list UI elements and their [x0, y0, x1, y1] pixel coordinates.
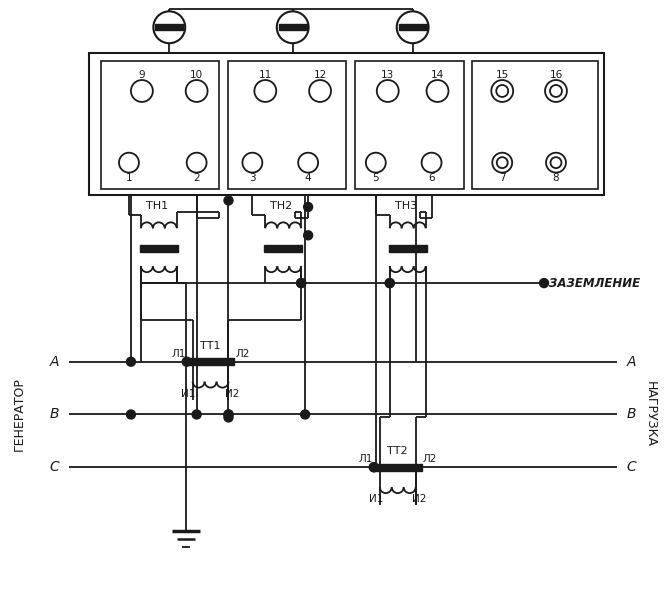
Text: Л1: Л1 [358, 455, 373, 464]
Circle shape [539, 279, 549, 288]
Text: 6: 6 [428, 173, 435, 182]
Bar [265, 245, 302, 252]
Circle shape [545, 80, 567, 102]
Circle shape [153, 11, 185, 43]
Text: A: A [50, 355, 59, 368]
Circle shape [366, 153, 386, 173]
Circle shape [187, 153, 206, 173]
Text: Л2: Л2 [423, 455, 437, 464]
Circle shape [491, 80, 513, 102]
Text: И2: И2 [413, 494, 427, 504]
Bar [101, 61, 218, 188]
Circle shape [397, 11, 429, 43]
Text: ТН1: ТН1 [146, 202, 168, 211]
Circle shape [297, 279, 306, 288]
Text: 2: 2 [194, 173, 200, 182]
Text: ЗАЗЕМЛЕНИЕ: ЗАЗЕМЛЕНИЕ [549, 276, 640, 290]
Circle shape [297, 279, 306, 288]
Text: Л2: Л2 [235, 349, 250, 359]
Text: 8: 8 [553, 173, 559, 182]
Circle shape [546, 153, 566, 173]
Circle shape [377, 80, 399, 102]
Text: 9: 9 [139, 70, 145, 80]
Text: 15: 15 [496, 70, 509, 80]
Text: ТТ2: ТТ2 [387, 446, 408, 456]
Text: A: A [626, 355, 636, 368]
Circle shape [243, 153, 263, 173]
Circle shape [277, 11, 309, 43]
Bar [187, 358, 234, 365]
Circle shape [496, 157, 508, 168]
Text: И1: И1 [182, 388, 196, 399]
Circle shape [119, 153, 139, 173]
Bar [140, 245, 178, 252]
Circle shape [192, 410, 201, 419]
Circle shape [385, 279, 394, 288]
Text: B: B [50, 408, 59, 421]
Text: C: C [50, 461, 59, 474]
Circle shape [131, 80, 153, 102]
Text: И1: И1 [369, 494, 383, 504]
Circle shape [186, 80, 208, 102]
Text: B: B [626, 408, 636, 421]
Circle shape [182, 357, 191, 366]
Bar [374, 464, 421, 471]
Bar [399, 24, 427, 30]
Bar [389, 245, 427, 252]
Text: ГЕНЕРАТОР: ГЕНЕРАТОР [13, 377, 26, 452]
Circle shape [550, 85, 562, 97]
Bar [279, 24, 307, 30]
Text: 11: 11 [259, 70, 272, 80]
Text: ТН2: ТН2 [270, 202, 292, 211]
Text: ТТ1: ТТ1 [200, 341, 221, 351]
Circle shape [427, 80, 448, 102]
Circle shape [496, 85, 509, 97]
Text: 12: 12 [314, 70, 327, 80]
Text: 5: 5 [373, 173, 379, 182]
Bar [472, 61, 598, 188]
Circle shape [309, 80, 331, 102]
Text: C: C [626, 461, 636, 474]
Text: И2: И2 [225, 388, 240, 399]
Text: 4: 4 [305, 173, 312, 182]
Circle shape [224, 196, 233, 205]
Circle shape [304, 231, 313, 240]
Circle shape [224, 410, 233, 419]
Circle shape [492, 153, 512, 173]
Circle shape [301, 410, 310, 419]
Circle shape [127, 357, 135, 366]
Text: 13: 13 [381, 70, 395, 80]
Bar [89, 53, 604, 196]
Text: 3: 3 [249, 173, 256, 182]
Circle shape [304, 202, 313, 211]
Text: НАГРУЗКА: НАГРУЗКА [644, 382, 657, 447]
Text: 10: 10 [190, 70, 203, 80]
Text: ТН3: ТН3 [395, 202, 417, 211]
Text: 7: 7 [499, 173, 506, 182]
Text: 16: 16 [549, 70, 563, 80]
Circle shape [369, 463, 379, 472]
Circle shape [224, 410, 233, 419]
Text: 1: 1 [126, 173, 132, 182]
Circle shape [551, 157, 561, 168]
Bar [355, 61, 464, 188]
Circle shape [255, 80, 276, 102]
Text: Л1: Л1 [172, 349, 186, 359]
Circle shape [224, 413, 233, 422]
Circle shape [421, 153, 442, 173]
Bar [228, 61, 346, 188]
Circle shape [385, 279, 394, 288]
Bar [155, 24, 183, 30]
Circle shape [369, 463, 379, 472]
Circle shape [127, 410, 135, 419]
Text: 14: 14 [431, 70, 444, 80]
Circle shape [298, 153, 318, 173]
